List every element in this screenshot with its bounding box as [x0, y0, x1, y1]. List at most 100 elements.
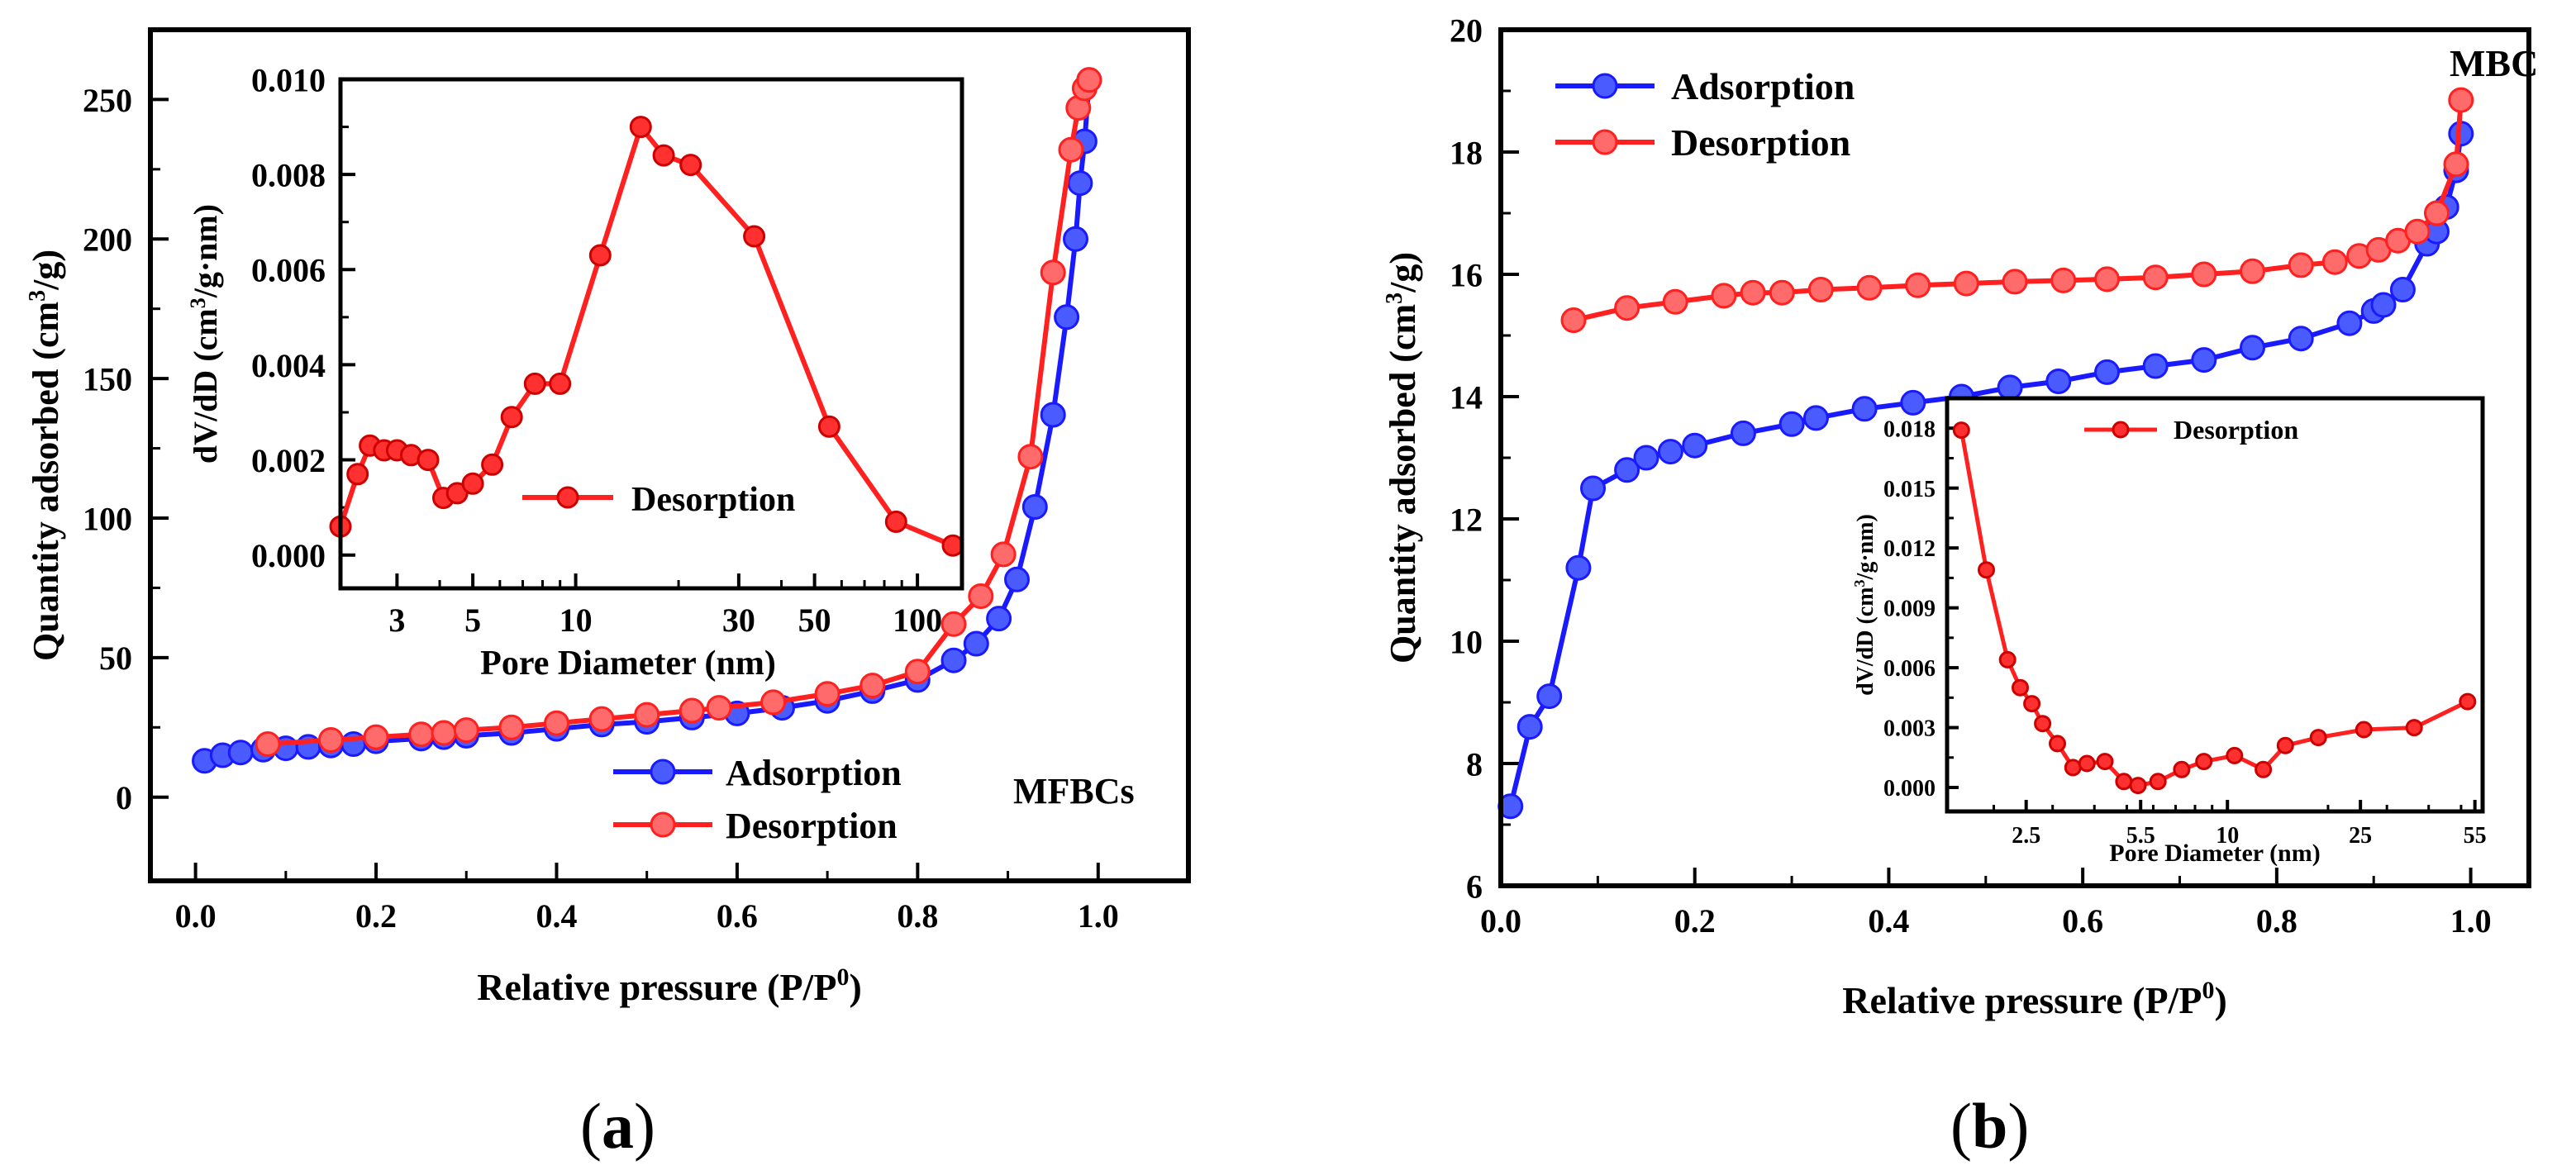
desorption-point [2064, 759, 2082, 777]
desorption-point [2115, 773, 2133, 791]
adsorption-point [1802, 405, 1829, 431]
panel-b-inset-background [1947, 398, 2483, 811]
desorption-point [2142, 264, 2169, 291]
adsorption-point [1633, 445, 1659, 471]
y-tick-label: 20 [1450, 12, 1483, 49]
adsorption-point [1021, 494, 1048, 520]
desorption-point [1998, 650, 2017, 668]
desorption-point [588, 244, 612, 267]
desorption-point [2002, 269, 2028, 295]
panel-a-legend-adsorption-marker [650, 759, 676, 785]
panel-a-axes-frame [148, 27, 1191, 883]
desorption-point [1017, 444, 1044, 470]
panel-a-legend: Adsorption Desorption [613, 753, 902, 846]
y-tick-label: 0.003 [1883, 716, 1936, 742]
panel-b-legend-adsorption-label: Adsorption [1671, 65, 1855, 107]
panel-b-inset-x-axis-title: Pore Diameter (nm) [2109, 840, 2320, 867]
panel-b-legend-desorption-label: Desorption [1671, 121, 1850, 164]
desorption-point [2149, 773, 2167, 791]
desorption-point [679, 154, 702, 177]
panel-b-main-chart: 0.0 0.2 0.4 0.6 0.8 1.0 6 8 10 12 14 16 18 20 Relativ… [1382, 12, 2538, 1021]
panel-b-tick-labels: 0.0 0.2 0.4 0.6 0.8 1.0 6 8 10 12 14 16 18 20 [1450, 12, 2492, 940]
desorption-point [346, 463, 369, 486]
desorption-point [2288, 252, 2314, 278]
adsorption-point [1778, 411, 1805, 437]
desorption-point [2050, 267, 2077, 293]
y-tick-label: 0.009 [1883, 597, 1936, 622]
adsorption-point [1730, 420, 1756, 446]
panel-a-legend-desorption-label: Desorption [726, 806, 898, 846]
adsorption-point [2336, 310, 2363, 336]
adsorption-point [2045, 369, 2072, 394]
panel-a-sample-annotation: MFBCs [1013, 771, 1135, 811]
y-tick-label: 0.006 [1883, 656, 1936, 682]
y-tick-label: 0.000 [1883, 776, 1936, 802]
desorption-point [1040, 259, 1066, 286]
panel-a-inset-chart: 3 5 10 30 50 100 0.000 0.002 0.004 0.006 0.008 0.01… [186, 61, 964, 683]
desorption-point [2049, 735, 2066, 753]
x-tick-label: 5 [464, 602, 481, 639]
desorption-point [2173, 760, 2191, 778]
desorption-point [2405, 719, 2423, 737]
desorption-point [2443, 151, 2469, 178]
panel-b-inset-legend-label: Desorption [2174, 415, 2298, 445]
y-tick-label: 100 [83, 500, 132, 537]
panel-a-y-axis-title: Quantity adsorbed (cm3/g) [25, 250, 66, 661]
desorption-point [2240, 258, 2265, 284]
panel-b-legend-adsorption-marker [1592, 73, 1618, 99]
desorption-point [941, 534, 964, 557]
desorption-point [884, 510, 907, 533]
desorption-point [588, 706, 615, 732]
desorption-point [1058, 136, 1084, 163]
adsorption-point [2094, 359, 2120, 385]
y-tick-label: 250 [83, 82, 132, 119]
x-tick-label: 0.6 [2062, 902, 2103, 940]
x-tick-label: 0.0 [175, 897, 217, 935]
desorption-point [817, 415, 840, 438]
adsorption-point [2370, 292, 2397, 318]
adsorption-point [963, 630, 989, 657]
panel-b-x-axis-title: Relative pressure (P/P0) [1842, 977, 2227, 1021]
x-tick-label: 0.2 [1674, 902, 1716, 940]
x-tick-label: 1.0 [2450, 902, 2492, 940]
y-tick-label: 0.000 [251, 537, 326, 574]
desorption-point [1711, 283, 1737, 309]
desorption-point [859, 673, 886, 699]
adsorption-point [227, 740, 254, 766]
desorption-point [679, 697, 705, 724]
desorption-point [498, 714, 525, 740]
x-tick-label: 10 [2216, 823, 2239, 849]
adsorption-point [940, 647, 967, 673]
panel-b-inset-legend-marker [2112, 421, 2130, 439]
x-tick-label: 0.2 [355, 897, 397, 935]
adsorption-point [1067, 170, 1093, 197]
desorption-point [1856, 274, 1883, 301]
desorption-point [453, 717, 479, 744]
desorption-point [544, 710, 569, 736]
desorption-point [523, 372, 546, 395]
desorption-point [634, 702, 660, 728]
desorption-point [549, 372, 572, 395]
panel-a-tick-labels: 0.0 0.2 0.4 0.6 0.8 1.0 0 50 100 150 200 250 [83, 82, 1119, 935]
desorption-point [461, 472, 484, 495]
desorption-point [629, 116, 652, 139]
x-tick-label: 5.5 [2126, 823, 2155, 849]
desorption-point [2012, 678, 2029, 697]
desorption-point [1740, 279, 1766, 306]
panel-a-inset-x-axis-title: Pore Diameter (nm) [480, 645, 776, 683]
desorption-point [2129, 777, 2147, 795]
x-tick-label: 0.4 [1868, 902, 1909, 940]
desorption-point [743, 225, 766, 248]
desorption-point [2309, 729, 2327, 747]
y-tick-label: 6 [1466, 868, 1483, 905]
adsorption-point [1004, 566, 1030, 592]
desorption-point [1978, 561, 1995, 579]
panel-b-inset-y-axis-title: dV/dD (cm3/g·nm) [1851, 514, 1878, 696]
desorption-point [904, 659, 931, 685]
panel-b-series [1498, 87, 2474, 820]
adsorption-point [1657, 439, 1683, 465]
adsorption-point [1517, 714, 1543, 740]
x-tick-label: 25 [2349, 823, 2372, 849]
adsorption-point [1580, 475, 1606, 502]
